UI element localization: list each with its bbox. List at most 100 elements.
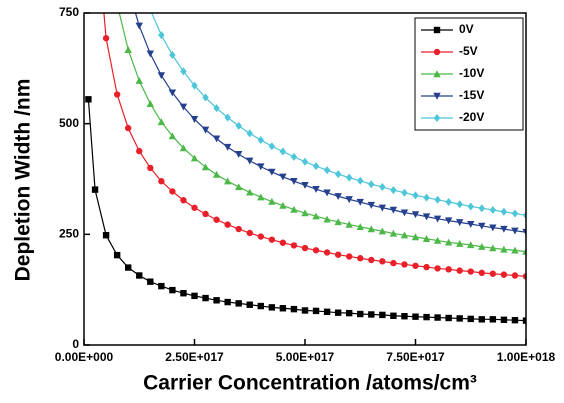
marker bbox=[434, 265, 441, 272]
marker bbox=[478, 316, 485, 323]
marker bbox=[147, 164, 154, 172]
marker bbox=[224, 298, 231, 306]
marker bbox=[147, 278, 154, 285]
marker bbox=[202, 93, 209, 102]
marker bbox=[378, 227, 387, 235]
marker bbox=[345, 220, 353, 228]
marker bbox=[467, 220, 475, 228]
marker bbox=[212, 170, 221, 178]
marker bbox=[113, 251, 121, 259]
marker bbox=[445, 314, 452, 322]
marker bbox=[379, 258, 386, 265]
marker bbox=[290, 205, 298, 213]
marker bbox=[346, 253, 353, 260]
marker bbox=[334, 309, 342, 316]
y-tick-label: 250 bbox=[59, 227, 79, 241]
x-axis-label: Carrier Concentration /atoms/cm³ bbox=[143, 372, 477, 395]
marker bbox=[124, 46, 132, 53]
marker bbox=[246, 129, 253, 138]
marker bbox=[445, 198, 452, 207]
marker bbox=[389, 229, 398, 237]
marker bbox=[401, 261, 408, 268]
legend-label: -5V bbox=[459, 44, 478, 58]
marker bbox=[190, 116, 199, 123]
marker bbox=[500, 271, 508, 278]
marker bbox=[157, 72, 166, 80]
marker bbox=[312, 185, 320, 193]
marker bbox=[179, 103, 188, 111]
marker bbox=[456, 200, 463, 209]
marker bbox=[500, 316, 508, 323]
marker bbox=[433, 114, 441, 122]
marker bbox=[500, 245, 508, 253]
marker bbox=[235, 225, 242, 233]
marker bbox=[500, 225, 508, 233]
marker bbox=[301, 307, 309, 314]
marker bbox=[146, 50, 154, 58]
x-tick-label: 2.50E+017 bbox=[165, 350, 224, 364]
marker bbox=[345, 196, 353, 204]
marker bbox=[357, 310, 364, 318]
marker bbox=[301, 209, 309, 217]
marker bbox=[246, 229, 253, 237]
marker bbox=[158, 282, 165, 290]
marker bbox=[323, 166, 331, 175]
marker bbox=[157, 118, 166, 126]
marker bbox=[357, 255, 364, 262]
marker bbox=[378, 204, 387, 212]
series-line bbox=[87, 99, 526, 322]
marker bbox=[467, 315, 474, 323]
marker bbox=[489, 244, 497, 252]
marker bbox=[357, 176, 364, 185]
marker bbox=[522, 247, 526, 255]
marker bbox=[456, 239, 464, 247]
marker bbox=[367, 201, 375, 209]
marker bbox=[113, 0, 120, 7]
marker bbox=[489, 316, 497, 323]
marker bbox=[368, 180, 375, 189]
y-tick-label: 500 bbox=[59, 116, 79, 130]
marker bbox=[422, 213, 431, 221]
marker bbox=[257, 193, 265, 201]
marker bbox=[180, 290, 187, 297]
marker bbox=[201, 126, 210, 134]
marker bbox=[411, 233, 420, 241]
marker bbox=[390, 186, 397, 195]
marker bbox=[478, 243, 486, 250]
marker bbox=[257, 302, 264, 310]
marker bbox=[125, 124, 132, 132]
marker bbox=[522, 228, 526, 236]
marker bbox=[102, 35, 110, 42]
marker bbox=[169, 188, 176, 195]
marker bbox=[257, 233, 264, 240]
marker bbox=[522, 317, 526, 324]
marker bbox=[312, 212, 320, 220]
marker bbox=[346, 173, 353, 182]
marker bbox=[85, 96, 92, 103]
marker bbox=[180, 67, 187, 76]
marker bbox=[478, 269, 485, 277]
x-tick-label: 0.00E+000 bbox=[55, 350, 114, 364]
marker bbox=[235, 183, 243, 191]
marker bbox=[312, 307, 320, 315]
marker bbox=[368, 256, 375, 264]
marker bbox=[102, 232, 110, 239]
marker bbox=[389, 206, 398, 214]
marker bbox=[290, 305, 298, 313]
marker bbox=[422, 235, 431, 242]
marker bbox=[511, 246, 519, 254]
marker bbox=[246, 157, 254, 165]
marker bbox=[268, 168, 276, 176]
marker bbox=[434, 195, 441, 204]
marker bbox=[124, 264, 132, 271]
marker bbox=[235, 121, 242, 130]
marker bbox=[191, 292, 198, 300]
marker bbox=[301, 244, 309, 252]
marker bbox=[522, 273, 526, 280]
marker bbox=[511, 209, 519, 218]
marker bbox=[180, 197, 187, 204]
marker bbox=[224, 221, 231, 228]
marker bbox=[433, 215, 442, 223]
marker bbox=[478, 204, 485, 213]
marker bbox=[467, 241, 475, 249]
